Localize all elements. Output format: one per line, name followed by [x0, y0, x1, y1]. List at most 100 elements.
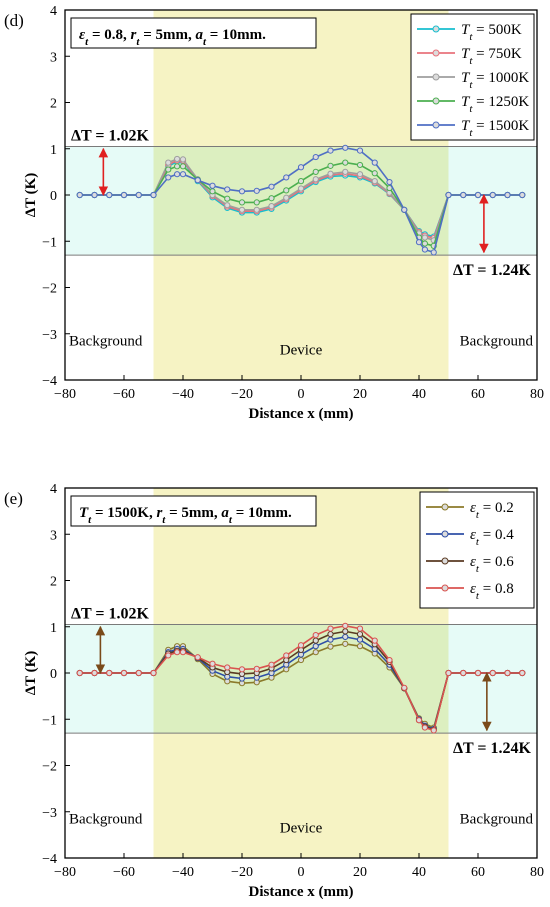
panel-label: (d): [4, 11, 24, 30]
legend: εt = 0.2εt = 0.4εt = 0.6εt = 0.8: [419, 491, 535, 609]
data-point: [209, 182, 216, 189]
parameter-text-part: a: [195, 27, 203, 43]
legend-label-part: t: [476, 509, 480, 521]
legend-label: Tt = 1500K: [461, 118, 529, 139]
legend-marker: [432, 73, 440, 81]
data-point: [91, 669, 98, 677]
data-point: [504, 191, 511, 199]
data-point: [460, 191, 467, 199]
data-point: [179, 171, 187, 178]
parameter-text-part: a: [221, 505, 229, 521]
parameter-text-part: = 1500K: [91, 505, 149, 521]
data-point: [224, 664, 231, 671]
data-point: [312, 153, 319, 161]
data-point: [421, 240, 428, 247]
legend-label: Tt = 1250K: [461, 94, 529, 115]
data-point: [312, 176, 319, 183]
x-tick-label: 60: [471, 865, 485, 880]
data-point: [386, 656, 393, 664]
legend-label-part: = 500K: [472, 22, 521, 38]
x-tick-label: 0: [298, 387, 305, 402]
region-label-background-right: Background: [460, 333, 534, 349]
y-tick-label: −4: [42, 374, 57, 389]
data-point: [415, 239, 423, 246]
legend-label: εt = 0.6: [470, 554, 514, 575]
parameter-text-part: ε: [79, 27, 86, 43]
y-tick-label: 4: [50, 4, 57, 19]
data-point: [342, 168, 349, 175]
legend-label-part: = 0.4: [479, 527, 514, 543]
x-tick-label: −60: [113, 387, 135, 402]
data-point: [165, 174, 172, 181]
data-point: [415, 717, 423, 724]
data-point: [356, 171, 364, 178]
data-point: [106, 191, 113, 199]
data-point: [268, 203, 275, 210]
parameter-text-part: t: [229, 514, 233, 526]
data-point: [297, 178, 305, 185]
y-tick-label: 2: [50, 575, 57, 590]
data-point: [297, 164, 305, 171]
chart-panel-e: −80 −60 −40 −20 0 20 40 60 80 4 3 2 1 0 −1 −2 −3 −4 Distan…: [4, 482, 544, 900]
legend-item: εt = 0.8: [426, 581, 514, 602]
y-axis-title: ΔT (K): [23, 651, 39, 696]
y-tick-label: −2: [42, 760, 57, 775]
data-point: [135, 669, 142, 677]
data-point: [342, 622, 349, 629]
data-point: [312, 637, 319, 644]
legend-label-part: T: [461, 46, 471, 62]
legend-label-part: = 750K: [472, 46, 521, 62]
data-point: [165, 652, 172, 659]
data-point: [283, 174, 290, 181]
y-tick-label: −1: [42, 235, 57, 250]
region-label-device: Device: [280, 343, 323, 359]
data-point: [474, 191, 482, 199]
delta-label-left: ΔT = 1.02K: [71, 127, 150, 144]
data-point: [327, 147, 334, 154]
delta-label-right: ΔT = 1.24K: [453, 262, 532, 279]
data-point: [356, 625, 364, 632]
series-3: [76, 622, 526, 734]
legend-item: εt = 0.4: [426, 527, 514, 548]
data-point: [327, 636, 334, 643]
legend-label-part: t: [476, 590, 480, 602]
legend-marker: [441, 584, 449, 592]
data-point: [371, 170, 378, 177]
legend-marker: [441, 557, 449, 565]
data-point: [174, 171, 181, 178]
x-tick-label: −60: [113, 865, 135, 880]
data-point: [283, 194, 290, 201]
x-axis-title: Distance x (mm): [249, 884, 354, 900]
data-point: [356, 643, 364, 650]
data-point: [327, 625, 334, 632]
region-label-background-left: Background: [69, 333, 143, 349]
legend-marker: [432, 49, 440, 57]
device-band-overlap: [153, 624, 449, 734]
legend-marker: [441, 530, 449, 538]
x-tick-label: −80: [54, 865, 76, 880]
parameter-text-part: ,: [214, 505, 222, 521]
data-point: [430, 727, 437, 734]
x-tick-label: 60: [471, 387, 485, 402]
parameter-text-part: t: [162, 514, 166, 526]
data-point: [120, 669, 128, 677]
y-tick-label: 3: [50, 50, 57, 65]
legend-item: εt = 0.6: [426, 554, 514, 575]
data-point: [489, 669, 496, 677]
data-point: [106, 669, 113, 677]
y-tick-label: −4: [42, 852, 57, 867]
legend-label: εt = 0.8: [470, 581, 514, 602]
data-point: [401, 684, 408, 691]
legend-label-part: = 0.2: [479, 500, 514, 516]
data-point: [224, 195, 231, 202]
parameter-text-part: ,: [188, 27, 196, 43]
data-point: [386, 178, 393, 186]
x-tick-label: 40: [412, 387, 426, 402]
y-tick-label: −3: [42, 806, 57, 821]
legend-label-part: T: [461, 118, 471, 134]
data-point: [421, 724, 428, 731]
legend-label-part: ε: [470, 500, 476, 516]
data-point: [150, 669, 157, 677]
data-point: [165, 166, 172, 173]
y-tick-label: 2: [50, 97, 57, 112]
